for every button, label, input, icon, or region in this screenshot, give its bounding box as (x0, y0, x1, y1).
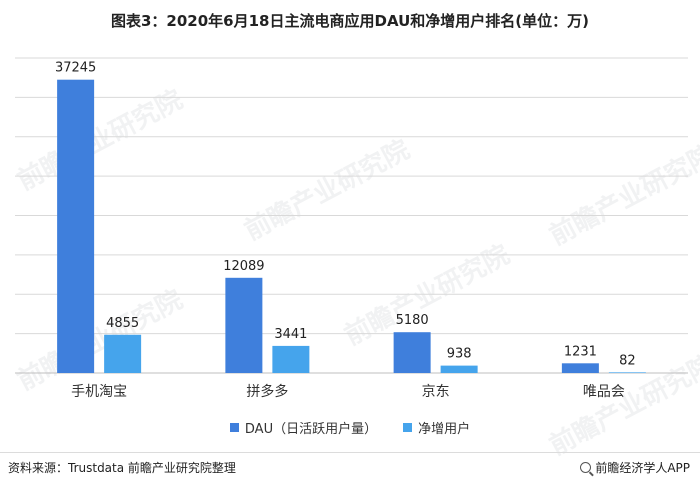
x-tick-label: 手机淘宝 (71, 384, 127, 400)
legend-swatch-dau (229, 423, 239, 432)
bar (104, 334, 142, 373)
data-label: 3441 (274, 327, 307, 342)
legend-label-dau: DAU（日活跃用户量） (244, 422, 378, 437)
x-tick-label: 京东 (422, 384, 450, 400)
legend-label-net-users: 净增用户 (418, 422, 471, 437)
data-label: 37245 (55, 61, 96, 76)
credit-label: 前瞻经济学人APP (595, 461, 690, 475)
bar (225, 277, 263, 373)
data-label: 4855 (106, 316, 139, 331)
bar (57, 79, 95, 374)
bar (440, 365, 478, 373)
source-note: 资料来源：Trustdata 前瞻产业研究院整理 (8, 461, 236, 475)
search-icon (580, 462, 592, 473)
data-label: 12089 (223, 259, 264, 274)
credit: 前瞻经济学人APP (580, 459, 690, 476)
footer-divider (0, 452, 700, 453)
legend-item-dau: DAU（日活跃用户量） (229, 418, 378, 437)
data-label: 1231 (564, 344, 597, 359)
data-label: 82 (619, 353, 636, 368)
data-label: 5180 (396, 313, 429, 328)
chart-title: 图表3：2020年6月18日主流电商应用DAU和净增用户排名(单位：万) (111, 12, 589, 30)
bar (561, 363, 599, 373)
x-tick-label: 拼多多 (246, 383, 288, 400)
bar (608, 372, 646, 373)
bar (393, 332, 431, 373)
legend-item-net-users: 净增用户 (403, 418, 470, 437)
bar (272, 345, 310, 373)
x-tick-label: 唯品会 (583, 384, 625, 400)
legend-swatch-net-users (403, 423, 413, 432)
data-label: 938 (447, 347, 472, 362)
legend: DAU（日活跃用户量） 净增用户 (0, 418, 700, 437)
